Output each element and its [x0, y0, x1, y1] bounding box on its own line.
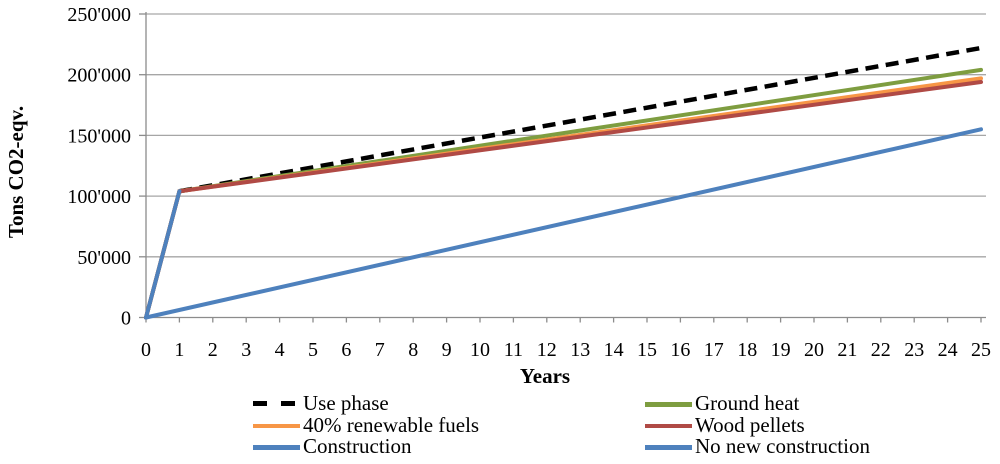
x-tick-label: 10 — [470, 339, 490, 361]
x-tick-label: 12 — [537, 339, 557, 361]
y-tick-label: 200'000 — [67, 65, 131, 87]
y-axis-tick-labels: 0 50'000 100'000 150'000 200'000 250'000 — [67, 4, 131, 330]
x-tick-label: 25 — [971, 339, 991, 361]
x-tick-label: 15 — [637, 339, 657, 361]
x-tick-label: 22 — [871, 339, 891, 361]
series-line-no-new-construction — [144, 127, 983, 320]
legend-swatch-icon — [253, 401, 295, 406]
y-tick-label: 100'000 — [67, 186, 131, 208]
x-tick-label: 4 — [275, 339, 285, 361]
x-tick-label: 0 — [141, 339, 151, 361]
x-tick-label: 18 — [737, 339, 757, 361]
x-tick-label: 14 — [604, 339, 624, 361]
y-tick-label: 250'000 — [67, 4, 131, 26]
legend-label: 40% renewable fuels — [303, 412, 480, 437]
legend-label: Ground heat — [695, 391, 800, 415]
x-tick-label: 7 — [375, 339, 385, 361]
x-tick-label: 19 — [771, 339, 791, 361]
legend-swatch-icon — [645, 445, 692, 450]
x-tick-label: 6 — [341, 339, 351, 361]
axes — [145, 12, 986, 319]
x-tick-label: 21 — [837, 339, 857, 361]
tick-marks — [139, 13, 982, 323]
legend-swatch-icon — [253, 445, 300, 450]
legend-swatch-icon — [253, 423, 300, 428]
y-axis-title: Tons CO2-eqv. — [4, 106, 28, 238]
y-tick-label: 50'000 — [77, 247, 131, 269]
x-tick-label: 2 — [208, 339, 218, 361]
legend-label: Construction — [303, 434, 412, 458]
series-line-use-phase — [179, 45, 982, 194]
legend-swatch-icon — [645, 402, 692, 407]
legend-label: No new construction — [695, 434, 870, 458]
x-tick-label: 23 — [904, 339, 924, 361]
x-tick-label: 20 — [804, 339, 824, 361]
x-tick-label: 11 — [504, 339, 523, 361]
y-tick-label: 150'000 — [67, 125, 131, 147]
x-tick-label: 17 — [704, 339, 724, 361]
x-tick-label: 5 — [308, 339, 318, 361]
x-tick-label: 24 — [938, 339, 958, 361]
x-tick-label: 13 — [570, 339, 590, 361]
y-tick-label: 0 — [121, 308, 131, 330]
series-line-40-renewable-fuels — [144, 76, 983, 320]
legend-label: Wood pellets — [695, 412, 805, 437]
legend: Use phase 40% renewable fuels Construction… — [0, 391, 1000, 464]
series-line-ground-heat — [144, 67, 983, 320]
x-tick-label: 1 — [174, 339, 184, 361]
series-line-construction — [144, 189, 182, 320]
x-tick-label: 16 — [670, 339, 690, 361]
legend-swatch-icon — [645, 423, 692, 428]
x-axis-tick-labels: 0 1 2 3 4 5 6 7 8 9 10 11 12 13 14 15 16 17 18 19 20 21 22 23 24… — [141, 339, 991, 361]
x-tick-label: 8 — [408, 339, 418, 361]
series-line-wood-pellets — [144, 79, 983, 320]
x-axis-title: Years — [520, 364, 570, 388]
x-tick-label: 9 — [442, 339, 452, 361]
x-tick-label: 3 — [241, 339, 251, 361]
data-series-lines — [144, 45, 983, 320]
legend-label: Use phase — [303, 391, 389, 415]
